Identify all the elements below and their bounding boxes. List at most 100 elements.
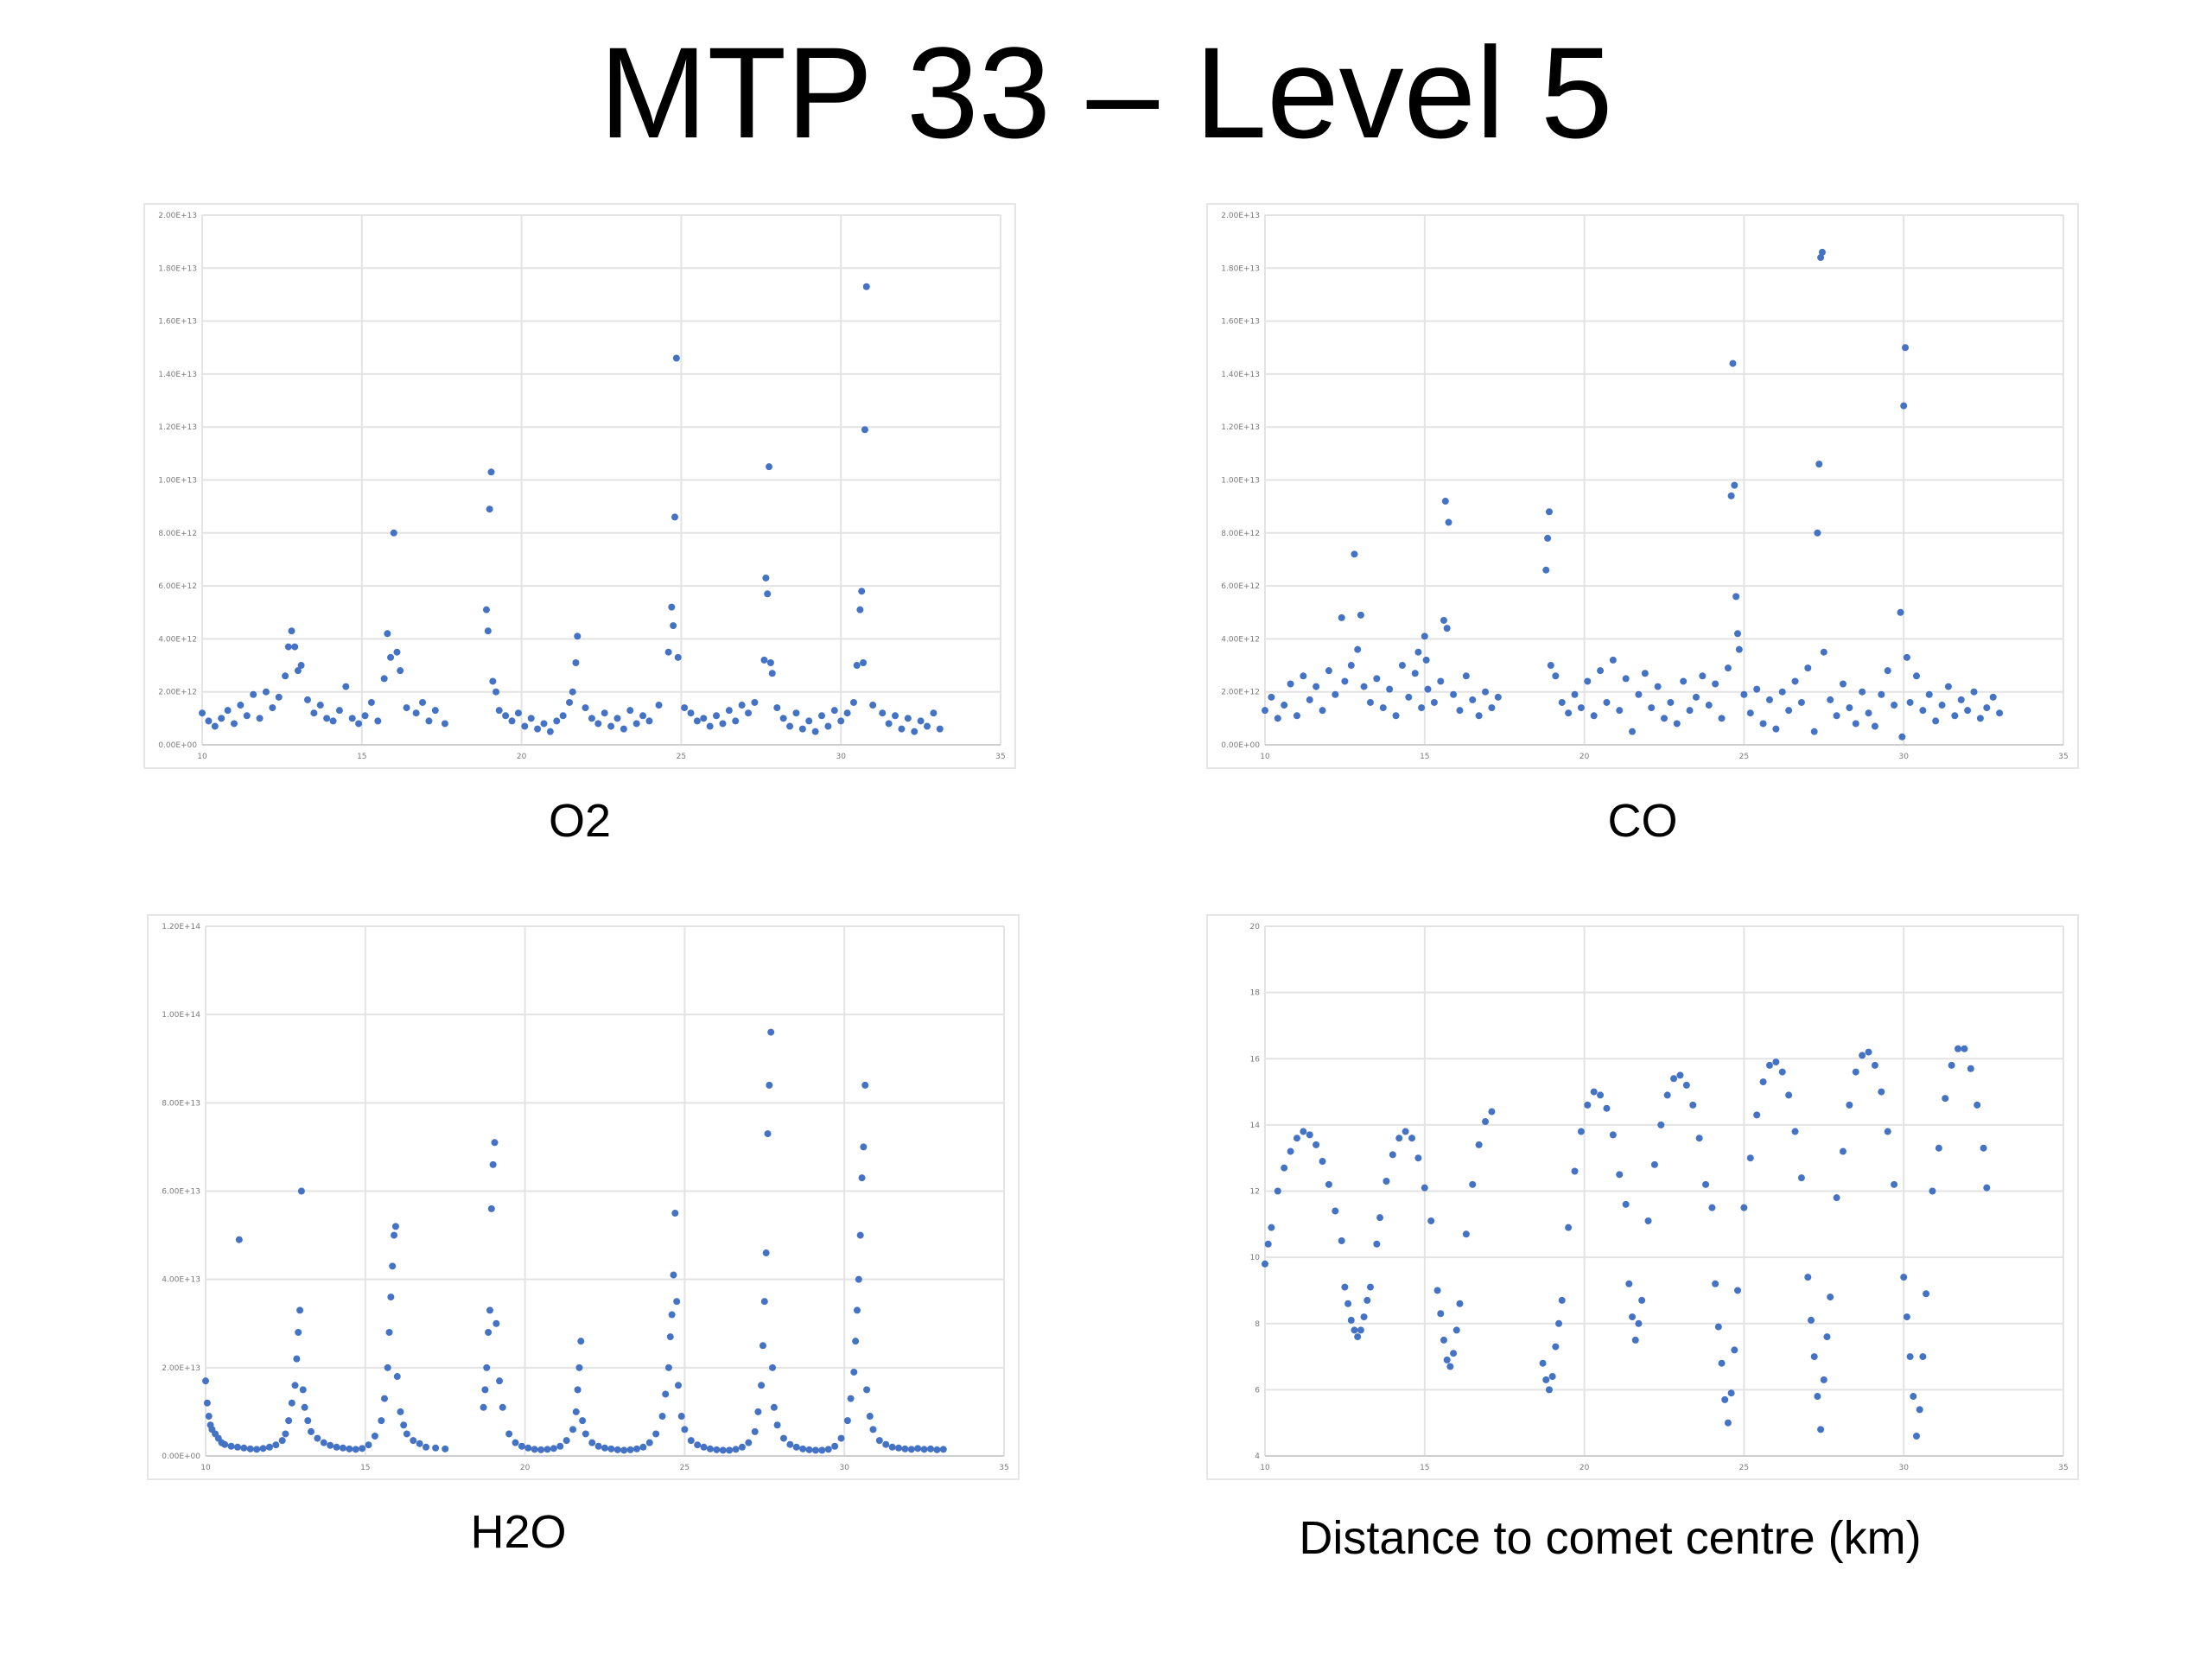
data-point: [1810, 1353, 1818, 1361]
data-point: [1571, 690, 1579, 698]
data-point: [1859, 688, 1866, 696]
data-point: [601, 709, 608, 717]
data-point: [1935, 1144, 1942, 1152]
data-point: [1778, 688, 1786, 696]
data-point: [1900, 1274, 1908, 1281]
data-point: [1577, 1128, 1585, 1135]
data-point: [1373, 675, 1381, 683]
data-point: [860, 658, 868, 666]
data-point: [885, 720, 893, 728]
data-point: [1980, 1144, 1987, 1152]
data-point: [856, 1231, 864, 1239]
data-point: [1437, 1310, 1445, 1318]
data-point: [671, 513, 679, 521]
data-point: [1932, 717, 1940, 725]
data-point: [1440, 616, 1447, 624]
data-point: [543, 1446, 551, 1453]
data-point: [575, 1363, 583, 1371]
data-point: [1929, 1187, 1936, 1195]
y-tick-label: 1.00E+14: [162, 1011, 200, 1020]
data-point: [1714, 1323, 1722, 1331]
data-point: [1488, 1108, 1496, 1116]
data-point: [1657, 1121, 1665, 1128]
data-point: [882, 1440, 890, 1448]
data-point: [1542, 566, 1550, 574]
data-point: [540, 720, 548, 728]
data-point: [1871, 1061, 1878, 1069]
data-point: [1482, 688, 1490, 696]
data-point: [1452, 1326, 1460, 1334]
data-point: [892, 712, 899, 720]
data-point: [620, 1446, 628, 1454]
data-point: [1402, 1128, 1409, 1135]
data-point: [314, 1434, 321, 1442]
data-point: [1852, 720, 1859, 728]
data-point: [1884, 1128, 1891, 1135]
data-point: [1262, 707, 1268, 715]
data-point: [1967, 1065, 1974, 1072]
data-point: [830, 707, 838, 715]
data-point: [1306, 1131, 1313, 1139]
y-tick-label: 2.00E+13: [158, 212, 197, 220]
data-point: [687, 1437, 695, 1445]
data-point: [1667, 698, 1675, 706]
h2o-scatter-chart: 0.00E+00 2.00E+13 4.00E+13 6.00E+13 8.00E+13…: [162, 923, 1008, 1472]
y-tick-label: 1.60E+13: [158, 318, 197, 327]
data-point: [1629, 728, 1637, 735]
data-point: [1996, 709, 2004, 717]
o2-chart-panel: 0.00E+00 2.00E+12 4.00E+12 6.00E+12 8.00E+12…: [143, 203, 1016, 769]
data-point: [1970, 688, 1978, 696]
data-point: [1765, 696, 1773, 703]
data-point: [588, 1439, 596, 1446]
data-point: [1635, 690, 1643, 698]
data-point: [694, 1441, 702, 1449]
data-point: [284, 643, 292, 651]
x-tick-label: 35: [995, 753, 1005, 761]
data-point: [1332, 1207, 1339, 1215]
x-tick-label: 15: [1420, 1464, 1429, 1472]
data-point: [205, 717, 213, 725]
data-point: [1670, 1075, 1678, 1083]
data-point: [1430, 698, 1438, 706]
data-point: [293, 1355, 301, 1363]
data-point: [291, 1382, 299, 1389]
x-tick-label: 20: [520, 1464, 531, 1472]
data-point: [853, 662, 861, 670]
data-point: [1740, 1204, 1748, 1211]
data-point: [403, 1430, 410, 1438]
x-tick-label: 30: [836, 753, 846, 761]
data-point: [1325, 667, 1332, 675]
data-point: [700, 715, 708, 722]
data-point: [858, 588, 866, 595]
h2o-caption: H2O: [470, 1506, 567, 1558]
data-point: [1379, 704, 1387, 712]
data-point: [843, 1417, 851, 1425]
data-point: [1354, 645, 1362, 653]
data-point: [588, 715, 595, 722]
data-point: [1661, 715, 1668, 722]
data-point: [1897, 608, 1904, 616]
data-point: [818, 712, 826, 720]
data-point: [607, 1445, 615, 1452]
data-point: [1804, 664, 1812, 672]
data-point: [1268, 1224, 1275, 1231]
data-point: [329, 717, 337, 725]
data-point: [1609, 1131, 1617, 1139]
data-point: [566, 698, 574, 706]
data-point: [760, 1298, 768, 1306]
data-point: [1712, 680, 1719, 688]
data-point: [1938, 702, 1946, 709]
data-point: [1565, 709, 1573, 717]
x-tick-label: 30: [839, 1464, 849, 1472]
data-point: [681, 1426, 689, 1433]
data-point: [282, 1430, 289, 1438]
data-point: [858, 1174, 866, 1182]
y-tick-label: 1.00E+13: [1221, 477, 1260, 486]
data-point: [1731, 481, 1738, 489]
data-point: [869, 702, 877, 709]
data-point: [1552, 672, 1560, 680]
y-tick-label: 12: [1250, 1188, 1260, 1197]
data-point: [769, 1363, 777, 1371]
data-point: [1338, 613, 1345, 621]
data-point: [1906, 1353, 1914, 1361]
